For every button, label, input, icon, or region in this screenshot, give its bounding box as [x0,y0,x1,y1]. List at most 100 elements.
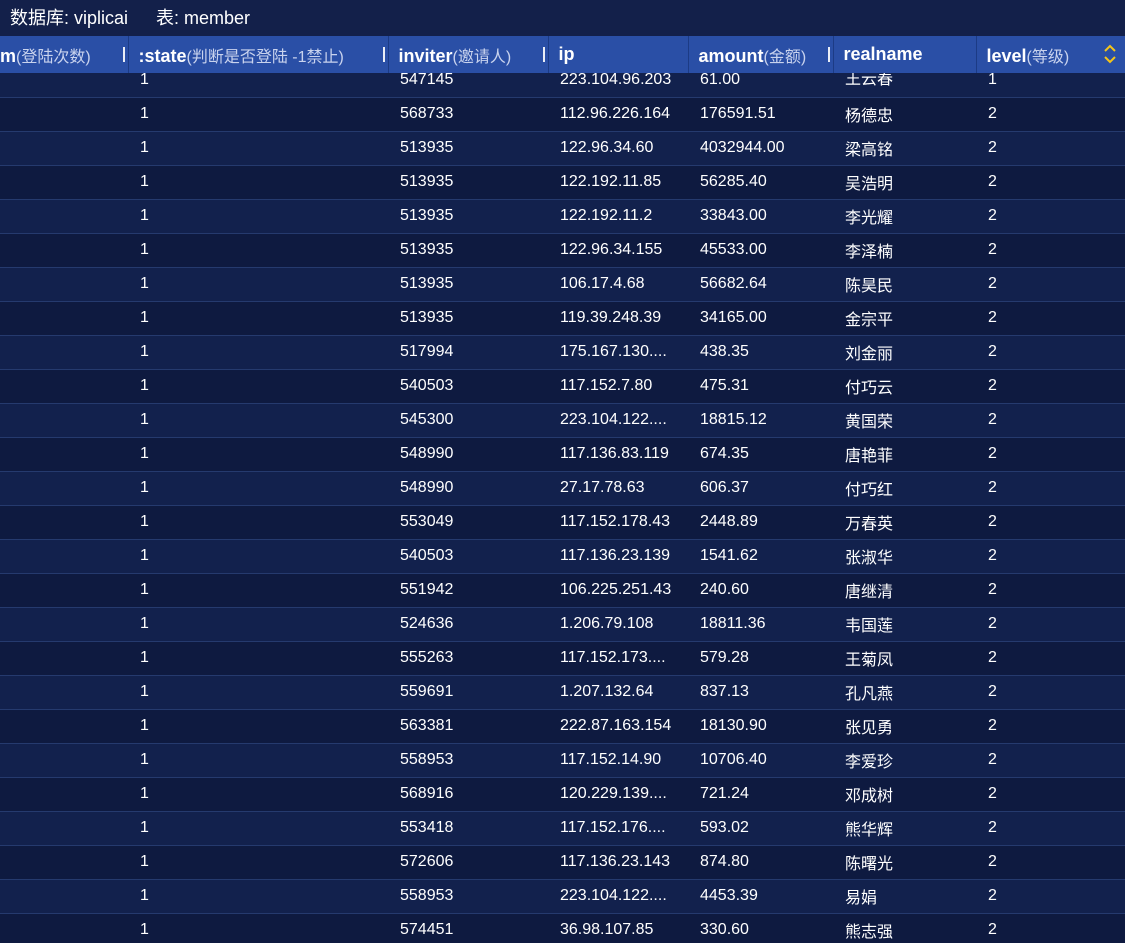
cell-login[interactable] [0,403,128,437]
cell-realname[interactable]: 王菊凤 [833,641,976,675]
cell-login[interactable] [0,335,128,369]
cell-login[interactable] [0,777,128,811]
cell-realname[interactable]: 付巧云 [833,369,976,403]
cell-inviter[interactable]: 540503 [388,369,548,403]
cell-amount[interactable]: 18130.90 [688,709,833,743]
cell-inviter[interactable]: 551942 [388,573,548,607]
cell-amount[interactable]: 10706.40 [688,743,833,777]
cell-level[interactable]: 2 [976,403,1125,437]
table-row[interactable]: 1 540503 117.152.7.80 475.31 付巧云 2 [0,369,1125,403]
cell-level[interactable]: 2 [976,675,1125,709]
cell-amount[interactable]: 56285.40 [688,165,833,199]
table-row[interactable]: 1 513935 106.17.4.68 56682.64 陈昊民 2 [0,267,1125,301]
cell-inviter[interactable]: 553049 [388,505,548,539]
column-header-realname[interactable]: realname [833,36,976,73]
cell-state[interactable]: 1 [128,199,388,233]
cell-state[interactable]: 1 [128,369,388,403]
cell-ip[interactable]: 122.192.11.85 [548,165,688,199]
cell-inviter[interactable]: 540503 [388,539,548,573]
cell-amount[interactable]: 2448.89 [688,505,833,539]
cell-realname[interactable]: 王云春 [833,73,976,97]
column-header-amount[interactable]: amount(金额) [688,36,833,73]
column-header-inviter[interactable]: inviter(邀请人) [388,36,548,73]
cell-realname[interactable]: 李光耀 [833,199,976,233]
cell-realname[interactable]: 孔凡燕 [833,675,976,709]
cell-level[interactable]: 2 [976,131,1125,165]
cell-ip[interactable]: 120.229.139.... [548,777,688,811]
cell-realname[interactable]: 邓成树 [833,777,976,811]
cell-inviter[interactable]: 559691 [388,675,548,709]
cell-amount[interactable]: 1541.62 [688,539,833,573]
cell-ip[interactable]: 223.104.96.203 [548,73,688,97]
cell-ip[interactable]: 117.136.23.139 [548,539,688,573]
cell-login[interactable] [0,743,128,777]
cell-amount[interactable]: 33843.00 [688,199,833,233]
cell-realname[interactable]: 陈曙光 [833,845,976,879]
cell-inviter[interactable]: 572606 [388,845,548,879]
cell-inviter[interactable]: 553418 [388,811,548,845]
cell-ip[interactable]: 112.96.226.164 [548,97,688,131]
cell-inviter[interactable]: 547145 [388,73,548,97]
cell-realname[interactable]: 张淑华 [833,539,976,573]
cell-level[interactable]: 2 [976,437,1125,471]
cell-state[interactable]: 1 [128,675,388,709]
cell-amount[interactable]: 721.24 [688,777,833,811]
cell-level[interactable]: 2 [976,505,1125,539]
cell-amount[interactable]: 18811.36 [688,607,833,641]
cell-inviter[interactable]: 555263 [388,641,548,675]
cell-state[interactable]: 1 [128,505,388,539]
cell-inviter[interactable]: 568733 [388,97,548,131]
cell-login[interactable] [0,675,128,709]
resize-handle[interactable] [543,47,545,62]
cell-level[interactable]: 2 [976,641,1125,675]
cell-state[interactable]: 1 [128,641,388,675]
cell-inviter[interactable]: 558953 [388,879,548,913]
cell-state[interactable]: 1 [128,879,388,913]
table-row[interactable]: 1 574451 36.98.107.85 330.60 熊志强 2 [0,913,1125,943]
cell-amount[interactable]: 837.13 [688,675,833,709]
cell-state[interactable]: 1 [128,607,388,641]
cell-realname[interactable]: 陈昊民 [833,267,976,301]
cell-realname[interactable]: 黄国荣 [833,403,976,437]
cell-level[interactable]: 2 [976,267,1125,301]
cell-inviter[interactable]: 568916 [388,777,548,811]
cell-login[interactable] [0,267,128,301]
cell-amount[interactable]: 56682.64 [688,267,833,301]
resize-handle[interactable] [383,47,385,62]
table-row[interactable]: 1 553418 117.152.176.... 593.02 熊华辉 2 [0,811,1125,845]
cell-ip[interactable]: 117.152.173.... [548,641,688,675]
cell-login[interactable] [0,709,128,743]
cell-ip[interactable]: 223.104.122.... [548,879,688,913]
data-grid[interactable]: m(登陆次数) :state(判断是否登陆 -1禁止) inviter(邀请人)… [0,36,1125,943]
cell-amount[interactable]: 45533.00 [688,233,833,267]
cell-amount[interactable]: 874.80 [688,845,833,879]
cell-amount[interactable]: 4032944.00 [688,131,833,165]
cell-level[interactable]: 2 [976,233,1125,267]
cell-level[interactable]: 2 [976,777,1125,811]
cell-level[interactable]: 2 [976,845,1125,879]
cell-realname[interactable]: 万春英 [833,505,976,539]
cell-inviter[interactable]: 513935 [388,267,548,301]
cell-state[interactable]: 1 [128,335,388,369]
column-header-state[interactable]: :state(判断是否登陆 -1禁止) [128,36,388,73]
table-row[interactable]: 1 553049 117.152.178.43 2448.89 万春英 2 [0,505,1125,539]
cell-level[interactable]: 2 [976,471,1125,505]
cell-level[interactable]: 2 [976,607,1125,641]
cell-realname[interactable]: 唐继清 [833,573,976,607]
cell-level[interactable]: 1 [976,73,1125,97]
cell-login[interactable] [0,301,128,335]
cell-inviter[interactable]: 548990 [388,471,548,505]
cell-login[interactable] [0,607,128,641]
table-row[interactable]: 1 572606 117.136.23.143 874.80 陈曙光 2 [0,845,1125,879]
cell-level[interactable]: 2 [976,335,1125,369]
table-row[interactable]: 1 513935 122.192.11.2 33843.00 李光耀 2 [0,199,1125,233]
cell-state[interactable]: 1 [128,471,388,505]
cell-state[interactable]: 1 [128,403,388,437]
table-row[interactable]: 1 547145 223.104.96.203 61.00 王云春 1 [0,73,1125,97]
cell-level[interactable]: 2 [976,539,1125,573]
cell-realname[interactable]: 梁高铭 [833,131,976,165]
table-row[interactable]: 1 513935 122.192.11.85 56285.40 吴浩明 2 [0,165,1125,199]
cell-login[interactable] [0,131,128,165]
cell-amount[interactable]: 606.37 [688,471,833,505]
cell-inviter[interactable]: 513935 [388,301,548,335]
